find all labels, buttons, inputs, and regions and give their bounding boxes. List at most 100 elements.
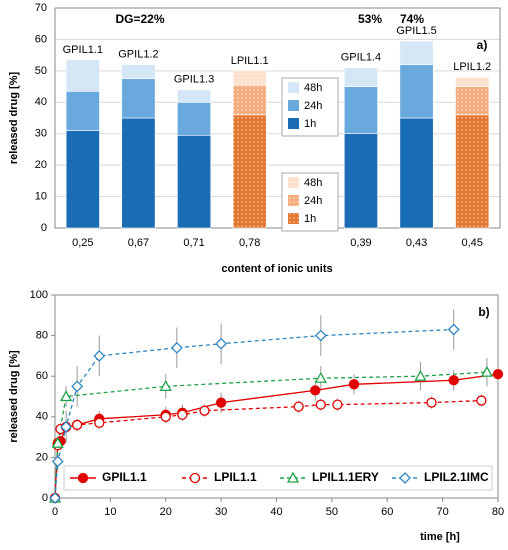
x-tick-label: 0 xyxy=(52,506,58,518)
data-point xyxy=(480,365,494,377)
x-tick-label: 50 xyxy=(326,506,338,518)
data-point xyxy=(94,417,105,429)
y-axis-title: released drug [%] xyxy=(8,350,20,443)
annotation: 53% xyxy=(358,12,382,26)
data-point xyxy=(332,399,343,410)
plot-frame xyxy=(54,294,499,499)
bar-label: GPIL1.5 xyxy=(396,25,436,37)
bar-label: GPIL1.3 xyxy=(174,74,214,86)
legend-label: 24h xyxy=(304,100,322,112)
bar-label: GPIL1.2 xyxy=(118,48,158,60)
x-tick-label: 0,78 xyxy=(239,237,260,249)
y-tick-label: 60 xyxy=(36,370,48,382)
annotation: b) xyxy=(478,305,489,319)
legend-hatch xyxy=(288,177,299,188)
legend-label: 48h xyxy=(304,82,322,94)
y-tick-label: 40 xyxy=(35,96,47,108)
data-point xyxy=(160,411,171,422)
bar-hatch xyxy=(455,114,489,228)
bar-segment xyxy=(343,67,378,87)
x-axis-title: time [h] xyxy=(420,531,460,543)
bar-segment xyxy=(65,130,100,229)
bar-segment xyxy=(177,101,212,136)
bar-segment xyxy=(399,117,434,229)
annotation: DG=22% xyxy=(115,12,164,26)
data-point xyxy=(71,380,84,393)
y-tick-label: 40 xyxy=(36,411,48,423)
data-point xyxy=(93,349,106,362)
legend-label: LPIL2.1IMC xyxy=(424,470,489,484)
bar-segment xyxy=(177,89,212,103)
data-point xyxy=(159,380,172,392)
data-point xyxy=(49,492,61,504)
y-tick-label: 50 xyxy=(35,65,47,77)
y-tick-label: 0 xyxy=(41,222,47,234)
y-tick-label: 30 xyxy=(35,128,47,140)
data-point xyxy=(215,397,227,408)
data-point xyxy=(60,421,72,433)
legend-label: 24h xyxy=(304,195,322,207)
x-tick-label: 0,25 xyxy=(72,237,93,249)
data-point xyxy=(177,409,188,420)
x-tick-label: 20 xyxy=(160,506,172,518)
data-point xyxy=(348,379,360,390)
bar-hatch xyxy=(233,114,267,228)
data-point xyxy=(448,375,459,386)
data-point xyxy=(170,341,183,354)
bar-hatch xyxy=(233,70,267,85)
x-tick-label: 80 xyxy=(492,506,504,518)
data-point xyxy=(492,369,504,380)
annotation: 74% xyxy=(400,12,424,26)
bar-label: GPIL1.1 xyxy=(63,44,103,56)
bar-label: LPIL1.1 xyxy=(231,55,269,67)
bar-segment xyxy=(65,59,100,92)
legend-label: GPIL1.1 xyxy=(102,470,147,484)
plot-frame xyxy=(54,7,501,229)
data-point xyxy=(51,455,64,468)
x-tick-label: 40 xyxy=(270,506,282,518)
data-point xyxy=(314,329,327,342)
bar-segment xyxy=(343,133,378,229)
y-axis-title: released drug [%] xyxy=(8,72,20,165)
data-point xyxy=(286,471,300,483)
y-tick-label: 10 xyxy=(35,190,47,202)
data-point xyxy=(426,397,437,408)
x-tick-label: 0,39 xyxy=(350,237,371,249)
bar-hatch xyxy=(455,77,489,87)
y-tick-label: 100 xyxy=(30,289,48,301)
data-point xyxy=(189,472,201,484)
data-point xyxy=(310,385,321,396)
data-point xyxy=(447,323,460,336)
legend-label: LPIL1.1ERY xyxy=(312,470,379,484)
bar-label: LPIL1.2 xyxy=(453,61,491,73)
x-axis-title: content of ionic units xyxy=(221,263,332,275)
x-tick-label: 0,43 xyxy=(406,237,427,249)
x-tick-label: 0,71 xyxy=(183,237,204,249)
data-point xyxy=(77,472,89,484)
data-point xyxy=(293,401,304,412)
annotation: a) xyxy=(477,38,488,52)
bar-segment xyxy=(343,86,378,135)
data-point xyxy=(199,405,210,416)
x-tick-label: 30 xyxy=(215,506,227,518)
y-tick-label: 0 xyxy=(42,492,48,504)
bar-segment xyxy=(399,40,434,65)
legend-hatch xyxy=(288,195,299,206)
legend-swatch xyxy=(288,82,299,93)
y-tick-label: 20 xyxy=(35,159,47,171)
data-point xyxy=(399,472,411,484)
bar-segment xyxy=(177,134,212,229)
data-point xyxy=(315,399,326,410)
y-tick-label: 60 xyxy=(35,33,47,45)
bar-segment xyxy=(121,64,156,80)
x-tick-label: 70 xyxy=(437,506,449,518)
data-point xyxy=(476,395,487,406)
y-tick-label: 70 xyxy=(35,2,47,14)
x-tick-label: 0,67 xyxy=(128,237,149,249)
legend-label: 1h xyxy=(304,213,316,225)
legend-box xyxy=(63,465,493,491)
x-tick-label: 60 xyxy=(381,506,393,518)
legend-label: 48h xyxy=(304,177,322,189)
legend-label: LPIL1.1 xyxy=(214,470,257,484)
